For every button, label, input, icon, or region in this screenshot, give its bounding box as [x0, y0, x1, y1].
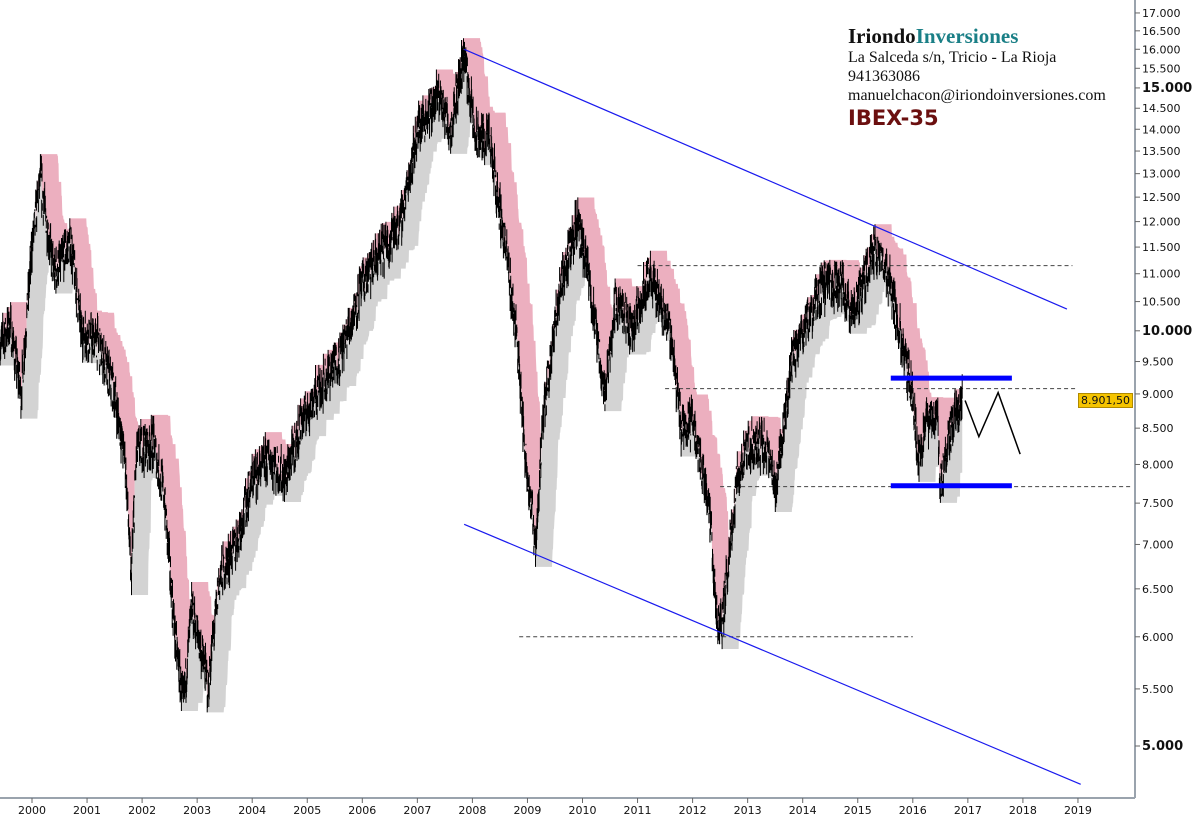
x-tick-label: 2017	[954, 804, 982, 817]
x-tick-label: 2000	[18, 804, 46, 817]
y-tick-label: 15.500	[1142, 62, 1181, 75]
y-tick-label: 5.500	[1142, 683, 1174, 696]
x-tick-label: 2006	[348, 804, 376, 817]
lower-channel-line	[463, 523, 1081, 785]
y-tick-label: 11.000	[1142, 268, 1181, 281]
price-bars	[0, 38, 963, 713]
price-bars-path	[0, 38, 963, 713]
x-tick-label: 2013	[734, 804, 762, 817]
upper-channel-line	[463, 48, 1068, 310]
x-tick-label: 2005	[293, 804, 321, 817]
x-tick-label: 2016	[899, 804, 927, 817]
y-axis-ticks: 17.000 16.500 16.000 15.500 15.000 14.500 14.0…	[1135, 7, 1192, 754]
x-tick-label: 2010	[569, 804, 597, 817]
y-tick-label: 10.000	[1142, 324, 1192, 339]
y-tick-label: 7.000	[1142, 538, 1174, 551]
y-tick-label: 6.500	[1142, 583, 1174, 596]
y-tick-label: 6.000	[1142, 631, 1174, 644]
overlay-lines	[463, 48, 1081, 785]
brand-logo: IriondoInversiones	[848, 24, 1106, 48]
y-tick-label: 14.000	[1142, 123, 1181, 136]
x-tick-label: 2019	[1064, 804, 1092, 817]
x-tick-label: 2011	[624, 804, 652, 817]
y-tick-label: 13.500	[1142, 145, 1181, 158]
phone: 941363086	[848, 68, 920, 85]
projection-zigzag	[964, 390, 1021, 455]
y-tick-label: 7.500	[1142, 497, 1174, 510]
x-tick-label: 2014	[789, 804, 817, 817]
y-tick-label: 17.000	[1142, 7, 1181, 20]
address: La Salceda s/n, Tricio - La Rioja	[848, 49, 1057, 66]
y-tick-label: 12.000	[1142, 216, 1181, 229]
x-tick-label: 2009	[513, 804, 541, 817]
y-tick-label: 16.500	[1142, 25, 1181, 38]
resistance-band	[0, 38, 963, 700]
x-tick-label: 2001	[73, 804, 101, 817]
y-tick-label: 10.500	[1142, 296, 1181, 309]
y-tick-label: 8.500	[1142, 422, 1174, 435]
x-tick-label: 2007	[403, 804, 431, 817]
y-tick-label: 8.000	[1142, 458, 1174, 471]
last-price-tag: 8.901,50	[1078, 393, 1133, 408]
x-tick-label: 2003	[183, 804, 211, 817]
x-tick-label: 2008	[458, 804, 486, 817]
x-tick-label: 2012	[679, 804, 707, 817]
y-tick-label: 14.500	[1142, 102, 1181, 115]
y-tick-label: 5.000	[1142, 739, 1183, 754]
email: manuelchacon@iriondoinversiones.com	[848, 87, 1106, 104]
x-axis-ticks: 2000 2001 2002 2003 2004 2005 2006 2007 2008 2009…	[18, 798, 1092, 817]
y-tick-label: 12.500	[1142, 191, 1181, 204]
x-tick-label: 2002	[128, 804, 156, 817]
x-tick-label: 2018	[1009, 804, 1037, 817]
x-tick-label: 2015	[844, 804, 872, 817]
y-tick-label: 16.000	[1142, 43, 1181, 56]
ticker-title: IBEX-35	[848, 106, 939, 130]
brand-name-2: Inversiones	[915, 24, 1019, 48]
y-tick-label: 15.000	[1142, 81, 1192, 96]
x-tick-label: 2004	[238, 804, 266, 817]
y-tick-label: 9.000	[1142, 388, 1174, 401]
y-tick-label: 9.500	[1142, 356, 1174, 369]
company-info: IriondoInversiones La Salceda s/n, Trici…	[848, 24, 1106, 130]
y-tick-label: 13.000	[1142, 168, 1181, 181]
brand-name-1: Iriondo	[848, 24, 916, 48]
y-tick-label: 11.500	[1142, 241, 1181, 254]
